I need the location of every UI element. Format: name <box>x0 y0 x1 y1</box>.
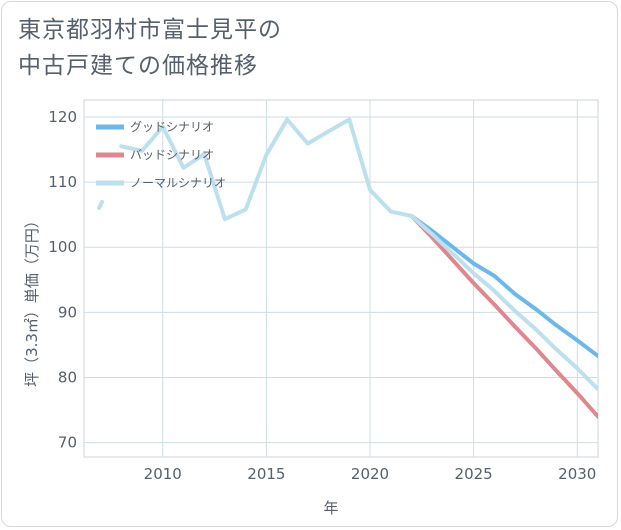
y-tick-label: 80 <box>58 369 77 387</box>
x-tick-label: 2030 <box>558 465 596 483</box>
legend-label-good: グッドシナリオ <box>130 120 214 134</box>
x-tick-label: 2010 <box>144 465 182 483</box>
plot-area <box>83 99 599 458</box>
y-tick-label: 90 <box>58 303 77 321</box>
series-line-normal <box>119 117 598 392</box>
series-point-normal <box>97 199 105 210</box>
legend-label-bad: バッドシナリオ <box>130 148 214 162</box>
chart-title: 東京都羽村市富士見平の 中古戸建ての価格推移 <box>18 12 578 84</box>
chart-title-line1: 東京都羽村市富士見平の <box>18 17 282 43</box>
series-line-bad <box>409 214 598 419</box>
axis-ticks: 70 80 90 100 110 120 2010 2015 2020 2025 2030 <box>48 108 596 483</box>
series-line-good <box>409 214 598 358</box>
x-tick-label: 2020 <box>351 465 389 483</box>
y-tick-label: 70 <box>58 434 77 452</box>
x-tick-label: 2025 <box>455 465 493 483</box>
y-tick-label: 100 <box>48 238 77 256</box>
x-tick-label: 2015 <box>247 465 285 483</box>
y-tick-label: 110 <box>48 173 77 191</box>
y-tick-label: 120 <box>48 108 77 126</box>
x-axis-title: 年 <box>323 499 338 517</box>
legend-label-normal: ノーマルシナリオ <box>130 176 226 190</box>
y-axis-title: 坪（3.3㎡）単価（万円） <box>23 213 41 387</box>
chart-title-line2: 中古戸建ての価格推移 <box>18 53 258 79</box>
series-lines <box>97 117 598 419</box>
